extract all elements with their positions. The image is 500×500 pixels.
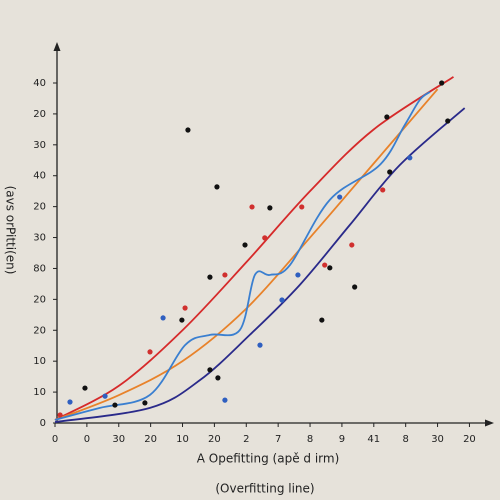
point	[262, 235, 268, 241]
point	[295, 272, 301, 278]
point	[380, 187, 386, 193]
x-tick-label: 41	[367, 434, 380, 445]
y-tick-label: 20	[33, 202, 46, 213]
point	[222, 272, 228, 278]
x-tick-label: 8	[402, 434, 408, 445]
point	[207, 367, 213, 373]
point	[257, 342, 263, 348]
line	[54, 107, 466, 423]
x-tick-label: 20	[144, 434, 157, 445]
y-tick-label: 30	[33, 233, 46, 244]
point	[352, 284, 358, 290]
point	[267, 205, 273, 211]
x-tick-label: 30	[112, 434, 125, 445]
point	[242, 242, 248, 248]
line	[54, 88, 439, 421]
line	[54, 76, 454, 421]
x-axis-title: A Opefitting (apě d irm)	[197, 452, 340, 466]
point	[214, 184, 220, 190]
point	[82, 385, 88, 391]
x-tick-label: 30	[431, 434, 444, 445]
y-tick-label: 80	[33, 263, 46, 274]
x-tick-label: 9	[339, 434, 345, 445]
y-tick-label: 20	[33, 109, 46, 120]
y-tick-label: 10	[33, 356, 46, 367]
point	[279, 297, 285, 303]
y-axis-arrow	[53, 42, 61, 51]
point	[160, 315, 166, 321]
point	[185, 127, 191, 133]
y-tick-label: 20	[33, 294, 46, 305]
y-tick-label: 40	[33, 78, 46, 89]
point	[249, 204, 255, 210]
x-tick-label: 10	[176, 434, 189, 445]
point	[384, 114, 390, 120]
point	[319, 317, 325, 323]
point	[322, 262, 328, 268]
point	[147, 349, 153, 355]
x-axis-arrow	[485, 419, 494, 427]
point	[299, 204, 305, 210]
y-tick-label: 20	[33, 325, 46, 336]
x-tick-label: 8	[307, 434, 313, 445]
point	[349, 242, 355, 248]
point	[439, 80, 445, 86]
point	[215, 375, 221, 381]
point	[407, 155, 413, 161]
point	[387, 169, 393, 175]
point	[182, 305, 188, 311]
y-tick-label: 40	[33, 171, 46, 182]
point	[67, 399, 73, 405]
x-tick-label: 20	[208, 434, 221, 445]
point	[102, 393, 108, 399]
point	[337, 194, 343, 200]
point	[327, 265, 333, 271]
x-tick-label: 2	[243, 434, 249, 445]
caption: (Overfitting line)	[215, 482, 314, 496]
point	[57, 412, 63, 418]
point	[179, 317, 185, 323]
y-tick-label: 0	[40, 418, 46, 429]
point	[222, 397, 228, 403]
point	[445, 118, 451, 124]
y-tick-label: 30	[33, 140, 46, 151]
x-tick-label: 7	[275, 434, 281, 445]
x-tick-label: 0	[52, 434, 58, 445]
point	[207, 274, 213, 280]
point	[142, 400, 148, 406]
y-tick-label: 10	[33, 387, 46, 398]
y-axis-title: (avs orPitti(en)	[4, 186, 18, 275]
x-tick-label: 20	[463, 434, 476, 445]
x-tick-label: 0	[84, 434, 90, 445]
point	[112, 402, 118, 408]
line	[54, 91, 431, 421]
